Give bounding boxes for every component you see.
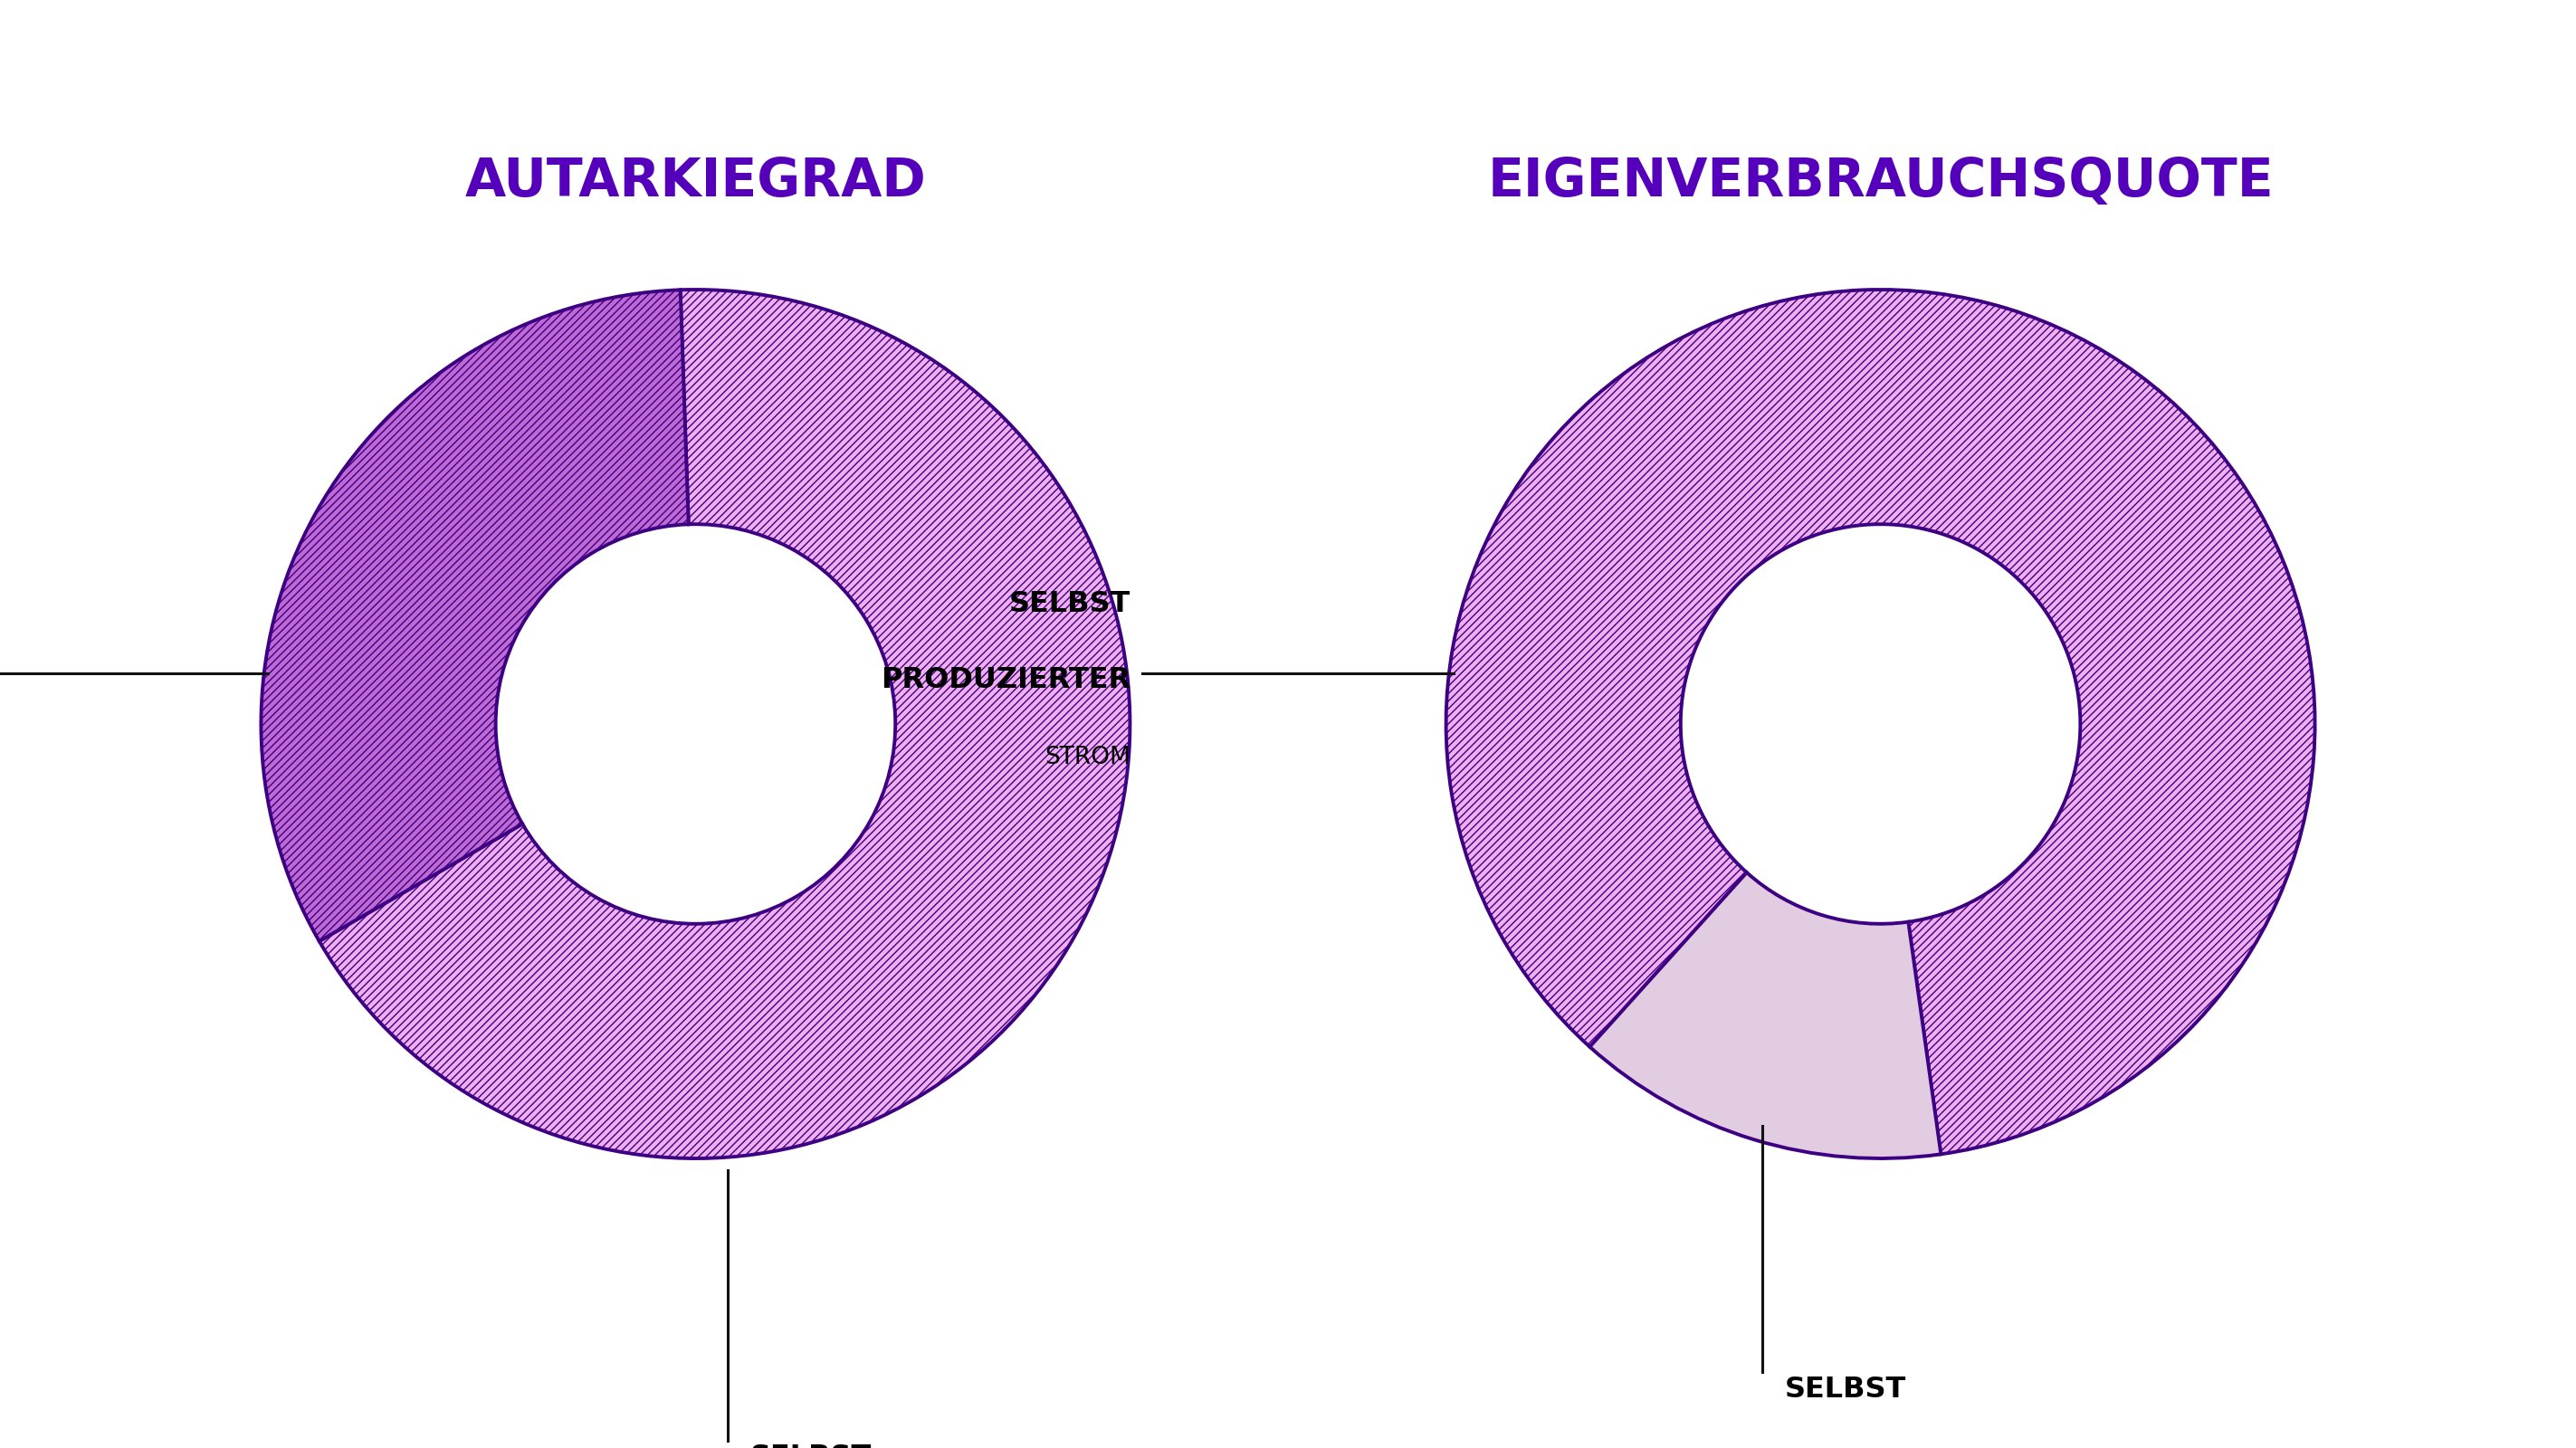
Text: STROM: STROM <box>1043 746 1131 769</box>
Text: SELBST: SELBST <box>1010 589 1131 618</box>
Wedge shape <box>319 290 1131 1158</box>
Text: AUTARKIEGRAD: AUTARKIEGRAD <box>464 155 927 207</box>
Wedge shape <box>1589 873 1940 1158</box>
Wedge shape <box>260 290 688 941</box>
Text: PRODUZIERTER: PRODUZIERTER <box>881 666 1131 695</box>
Text: SELBST: SELBST <box>1785 1376 1906 1403</box>
Wedge shape <box>1445 290 2316 1154</box>
Text: EIGENVERBRAUCHSQUOTE: EIGENVERBRAUCHSQUOTE <box>1486 155 2275 207</box>
Text: SELBST: SELBST <box>750 1444 873 1448</box>
